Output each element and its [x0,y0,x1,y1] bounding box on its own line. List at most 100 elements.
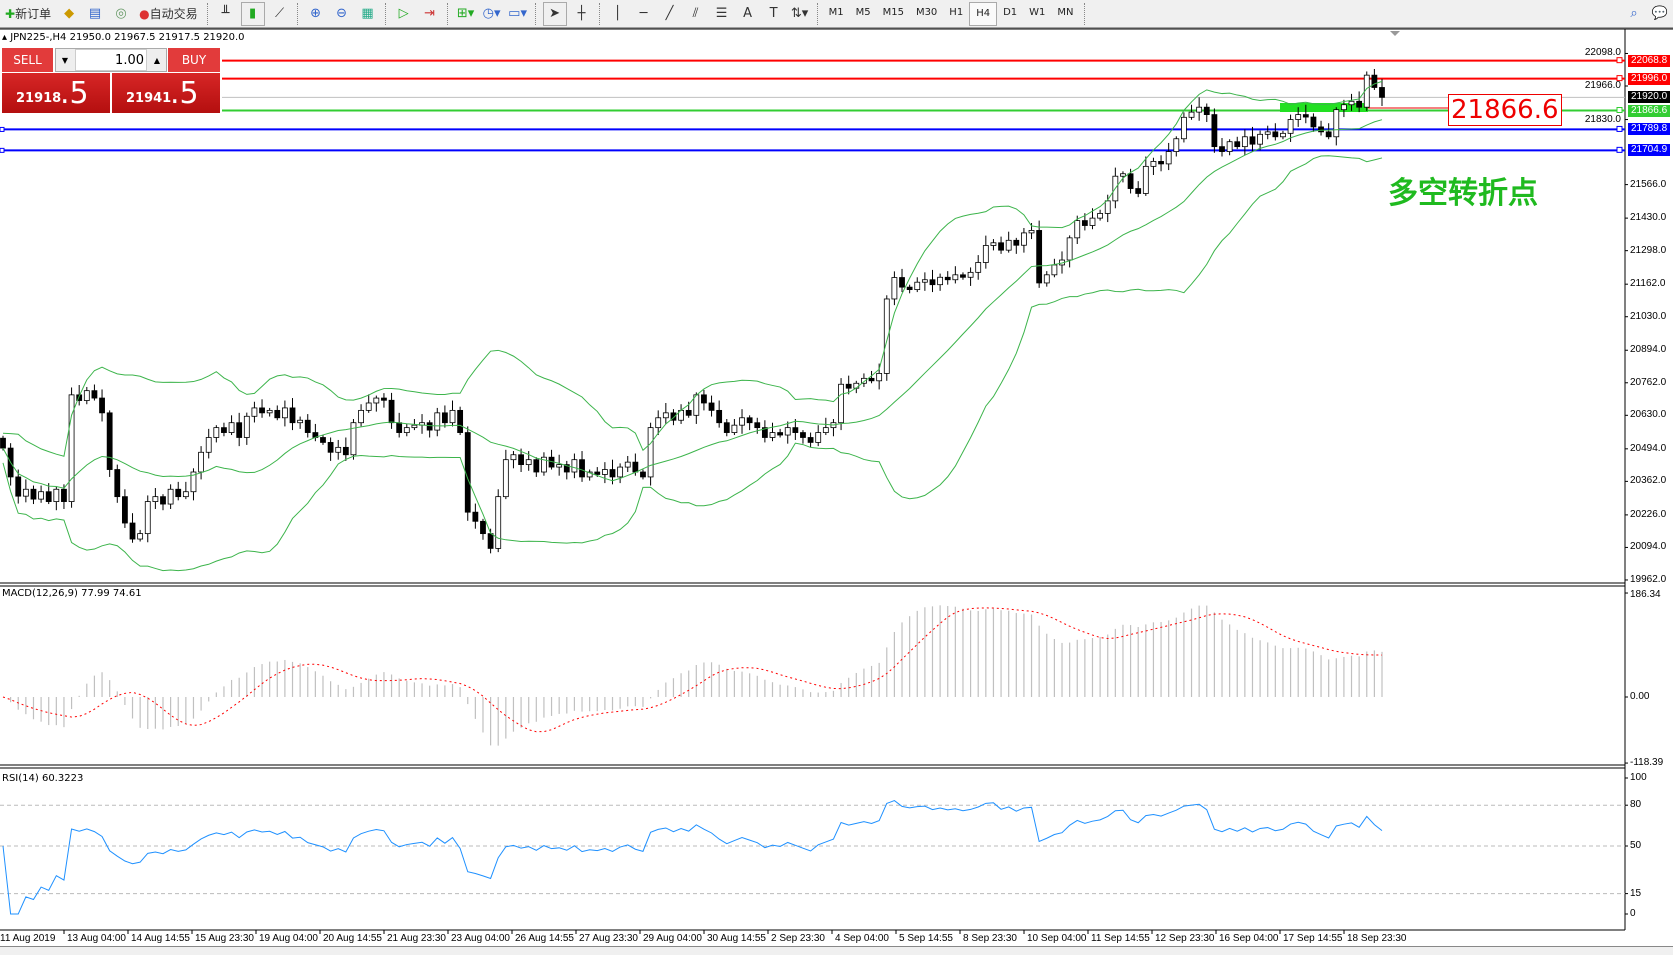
timeframe-m30[interactable]: M30 [915,7,938,18]
auto-trading-button[interactable]: ● 自动交易 [139,6,198,22]
bear-candle [1325,131,1332,138]
bear-candle [342,446,349,456]
chart-shift-icon[interactable]: ⇥ [424,6,436,21]
bull-candle [982,245,989,263]
line-anchor-handle [1616,107,1623,114]
text-icon[interactable]: A [743,6,753,21]
search-icon[interactable]: ⌕ [1630,6,1638,21]
indicators-icon[interactable]: ⊞▾ [456,6,475,21]
annotation-text[interactable]: 多空转折点 [1388,176,1538,211]
line-anchor-handle [1616,125,1623,132]
bear-candle [929,279,936,286]
bear-candle [960,274,966,278]
tile-windows-icon[interactable]: ▦ [361,6,374,21]
timeframe-m15[interactable]: M15 [882,7,904,18]
price-level-label: 21920.0 [1628,91,1671,104]
rsi-axis-label: 100 [1630,772,1647,783]
trendline-icon[interactable]: ╱ [665,6,674,21]
data-window-icon[interactable]: ▤ [88,6,102,21]
lot-decrease-button[interactable]: ▼ [61,55,69,65]
bull-candle [1280,132,1286,138]
timeframe-h1[interactable]: H1 [949,7,964,18]
fibonacci-icon[interactable]: ☰ [715,6,728,21]
timeframe-h4[interactable]: H4 [969,1,998,26]
sell-price-button[interactable]: 21918 .5 [2,73,110,113]
candlestick-icon[interactable]: ▮ [240,1,265,26]
templates-icon[interactable]: ▭▾ [508,6,527,21]
auto-scroll-icon[interactable]: ▷ [398,6,409,21]
bear-candle [533,459,540,473]
bull-candle [152,496,159,502]
time-axis-label: 10 Sep 04:00 [1027,933,1087,944]
sell-button[interactable]: SELL [2,48,53,73]
zoom-out-icon[interactable]: ⊖ [336,6,348,21]
price-level-label: 22068.8 [1628,54,1671,67]
line-anchor-handle [1616,75,1623,82]
lot-input[interactable] [75,49,147,71]
buy-price-button[interactable]: 21941 .5 [112,73,220,113]
bull-candle [266,409,273,414]
navigator-icon[interactable]: ◎ [115,6,127,21]
bear-candle [61,488,67,502]
bear-candle [998,242,1004,251]
bull-candle [22,488,29,497]
bear-candle [320,437,326,443]
time-axis-label: 18 Sep 23:30 [1347,933,1407,944]
bull-candle [182,491,189,498]
bear-candle [76,394,83,401]
bear-candle [579,459,585,478]
new-order-button[interactable]: ✚ 新订单 [5,6,52,22]
price-tick-label: 21430.0 [1630,212,1667,224]
periods-clock-icon[interactable]: ◷▾ [482,6,501,21]
bear-candle [609,469,616,478]
bear-candle [1203,106,1210,115]
bear-candle [845,383,852,389]
bear-candle [1302,114,1309,118]
bull-candle [937,276,944,286]
bull-candle [784,427,791,436]
bear-candle [701,394,707,404]
vertical-line-icon[interactable]: │ [613,6,622,21]
crosshair-icon[interactable]: ┼ [577,6,586,21]
bull-candle [1257,133,1263,145]
equidistant-channel-icon[interactable]: ⫽ [692,6,699,21]
bear-candle [30,488,37,500]
bear-candle [708,402,715,411]
timeframe-mn[interactable]: MN [1057,7,1074,18]
buy-button[interactable]: BUY [168,48,220,73]
separator [296,2,299,25]
bear-candle [746,417,753,424]
bull-candle [891,277,898,300]
bear-candle [1234,141,1241,148]
market-watch-icon[interactable]: ◆ [64,6,75,21]
bar-chart-icon[interactable]: ╨ [221,6,230,21]
bear-candle [1310,116,1317,128]
macd-axis-label: -118.39 [1630,757,1664,769]
price-tick-label: 20226.0 [1630,508,1667,520]
chat-icon[interactable]: 💬 [1651,6,1669,21]
text-label-icon[interactable]: T [769,6,778,21]
bull-candle [731,424,738,433]
bollinger-middle-band [2,119,1383,489]
arrows-icon[interactable]: ⇅▾ [790,6,809,21]
price-label-object[interactable]: 21866.6 [1448,94,1562,126]
bear-candle [426,422,433,431]
bull-candle [1120,173,1126,177]
lot-increase-button[interactable]: ▲ [153,55,161,65]
zoom-in-icon[interactable]: ⊕ [310,6,322,21]
bull-candle [38,491,44,500]
line-chart-icon[interactable]: ⟋ [275,6,285,21]
cursor-icon[interactable]: ➤ [542,1,567,26]
bull-candle [1005,239,1012,251]
bear-candle [0,437,6,449]
bear-candle [274,409,281,419]
timeframe-d1[interactable]: D1 [1003,7,1018,18]
bear-candle [1211,114,1218,148]
bull-candle [373,397,380,404]
timeframe-m5[interactable]: M5 [855,7,871,18]
timeframe-m1[interactable]: M1 [828,7,844,18]
timeframe-w1[interactable]: W1 [1029,7,1046,18]
horizontal-line-icon[interactable]: ─ [639,6,648,21]
bull-candle [1104,200,1111,214]
